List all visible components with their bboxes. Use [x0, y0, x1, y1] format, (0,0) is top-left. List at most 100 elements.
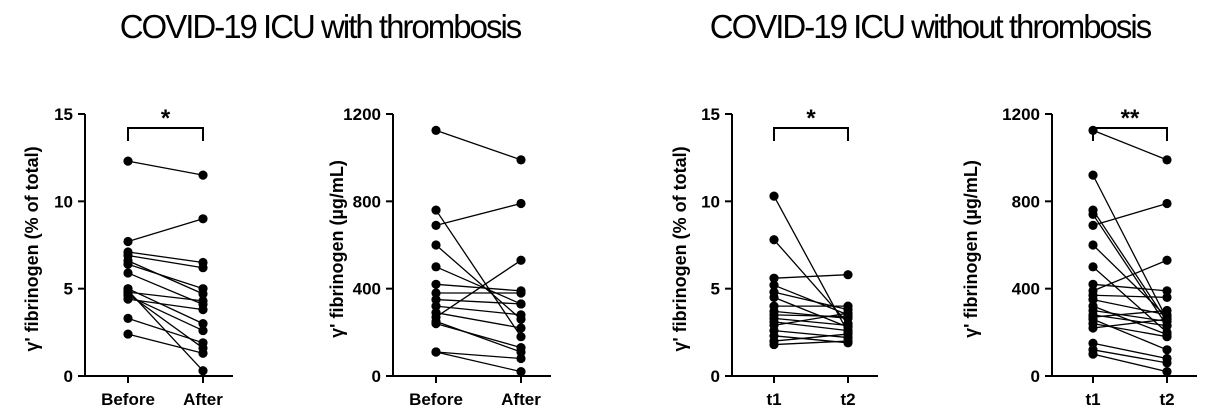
data-point-t1: [769, 273, 779, 283]
y-tick-label: 0: [64, 367, 73, 386]
pair-line: [1092, 244, 1168, 318]
y-tick-label: 0: [372, 367, 381, 386]
y-tick-label: 800: [353, 192, 381, 211]
data-point-before: [431, 205, 441, 215]
data-point-before: [431, 347, 441, 357]
data-point-after: [198, 305, 208, 315]
data-point-t1: [1088, 294, 1098, 305]
pair-line: [1092, 314, 1168, 327]
pair-line: [127, 251, 204, 264]
data-point-before: [123, 236, 133, 247]
chart-panel-1: 0 5 10 15 Before After γ' fibrinogen (% of tot…: [22, 105, 233, 409]
chart-panel-3: 0 5 10 15 t1 t2 γ' fibrinogen (% of total) *: [670, 105, 878, 409]
pair-line: [127, 260, 204, 295]
data-point-after: [516, 323, 526, 333]
significance-bracket: [127, 127, 204, 141]
significance-bracket: [773, 127, 849, 141]
data-point-t2: [1162, 314, 1172, 324]
y-tick-label: 1200: [1002, 105, 1040, 124]
data-point-before: [123, 259, 133, 269]
x-category-label: t2: [840, 390, 855, 409]
data-point-t1: [1088, 338, 1098, 348]
data-point-after: [198, 214, 208, 224]
data-point-before: [431, 240, 441, 250]
data-point-after: [516, 198, 526, 209]
pair-line: [435, 312, 522, 329]
pair-line: [435, 202, 522, 226]
data-point-t2: [1162, 321, 1172, 331]
data-point-after: [516, 155, 526, 165]
y-tick-label: 400: [353, 280, 381, 299]
pair-line: [435, 209, 522, 338]
pair-line: [127, 218, 204, 243]
data-point-t1: [1088, 323, 1098, 333]
x-category-label: After: [501, 390, 541, 409]
data-point-t1: [769, 191, 779, 201]
data-point-t1: [1088, 209, 1098, 220]
data-point-after: [198, 343, 208, 353]
pair-line: [1092, 318, 1168, 329]
data-point-after: [516, 255, 526, 265]
data-point-after: [516, 353, 526, 364]
x-category-label: t2: [1159, 390, 1174, 409]
y-tick-label: 800: [1012, 192, 1040, 211]
pair-line: [1092, 174, 1168, 320]
data-point-before: [123, 329, 133, 339]
data-point-after: [516, 347, 526, 357]
pair-line: [435, 322, 522, 349]
data-point-t2: [843, 270, 853, 280]
data-point-t2: [843, 329, 853, 339]
data-point-t2: [1162, 358, 1172, 368]
significance-marker: *: [806, 105, 816, 132]
chart-panel-4: 0 400 800 1200 t1 t2 γ' fibrinogen (µg/mL) **: [961, 105, 1197, 409]
data-point-t2: [1162, 292, 1172, 302]
pair-line: [1092, 298, 1168, 316]
data-point-before: [123, 268, 133, 278]
pair-line: [127, 288, 204, 325]
pair-line: [773, 310, 849, 320]
data-point-after: [198, 263, 208, 273]
data-point-after: [516, 310, 526, 320]
pair-line: [1092, 309, 1168, 318]
significance-bracket: [1092, 127, 1168, 141]
data-point-t1: [1088, 262, 1098, 272]
y-tick-label: 15: [54, 105, 73, 124]
pair-line: [435, 283, 522, 292]
x-category-label: Before: [409, 390, 463, 409]
data-point-t1: [769, 339, 779, 350]
pair-line: [127, 289, 204, 372]
pair-line: [1092, 294, 1168, 299]
data-point-t1: [769, 280, 779, 290]
data-point-before: [431, 288, 441, 298]
y-tick-label: 0: [1031, 367, 1040, 386]
pair-line: [127, 293, 204, 349]
pair-line: [127, 254, 204, 269]
group-title-with-thrombosis: COVID-19 ICU with thrombosis: [119, 8, 523, 45]
pair-line: [1092, 266, 1168, 333]
pair-line: [1092, 129, 1168, 161]
data-point-before: [431, 316, 441, 327]
pair-line: [773, 314, 849, 318]
data-point-t2: [1162, 345, 1172, 355]
pair-line: [1092, 353, 1168, 373]
data-point-t1: [1088, 349, 1098, 359]
data-point-after: [198, 296, 208, 306]
data-point-t2: [843, 308, 853, 318]
significance-marker: **: [1121, 105, 1140, 132]
data-point-t1: [1088, 240, 1098, 250]
pair-line: [1092, 318, 1168, 351]
data-point-after: [198, 284, 208, 294]
pair-line: [127, 333, 204, 354]
pair-line: [435, 351, 522, 360]
pair-line: [435, 129, 522, 161]
data-point-t2: [843, 336, 853, 346]
data-point-before: [431, 301, 441, 311]
data-point-t2: [1162, 367, 1172, 377]
data-point-before: [123, 313, 133, 323]
y-axis-title: γ' fibrinogen (% of total): [670, 146, 690, 351]
data-point-after: [516, 299, 526, 309]
y-tick-label: 400: [1012, 280, 1040, 299]
y-tick-label: 0: [711, 367, 720, 386]
y-tick-label: 10: [54, 192, 73, 211]
